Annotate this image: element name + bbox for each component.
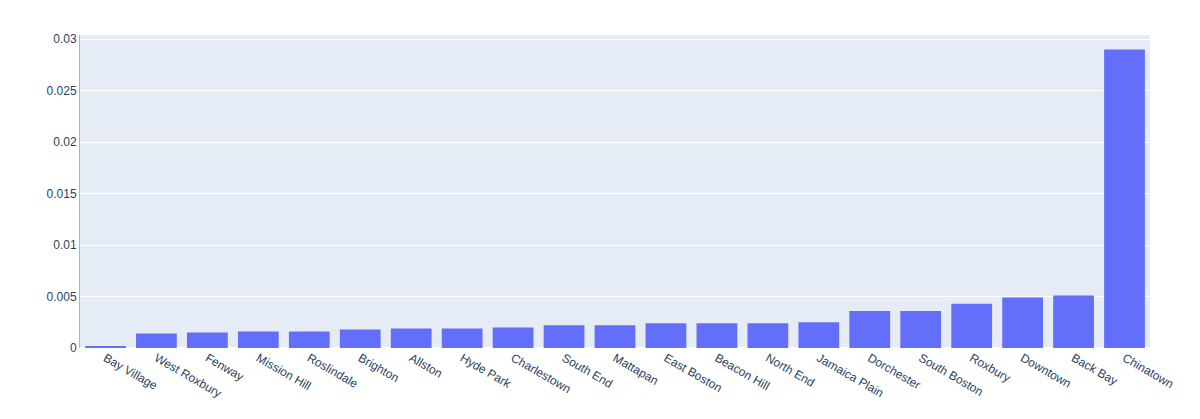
svg-text:0.025: 0.025: [47, 84, 77, 98]
svg-text:Charlestown: Charlestown: [509, 351, 574, 396]
svg-text:South End: South End: [560, 351, 616, 391]
svg-text:Bay Village: Bay Village: [101, 351, 160, 393]
svg-text:Brighton: Brighton: [356, 351, 402, 385]
svg-text:0.005: 0.005: [47, 290, 77, 304]
svg-text:Roxbury: Roxbury: [967, 351, 1013, 385]
svg-text:Downtown: Downtown: [1018, 351, 1074, 391]
svg-text:0: 0: [70, 341, 77, 355]
svg-text:0.015: 0.015: [47, 187, 77, 201]
svg-text:Jamaica Plain: Jamaica Plain: [814, 351, 886, 400]
svg-text:South Boston: South Boston: [916, 351, 985, 399]
svg-text:Mattapan: Mattapan: [611, 351, 661, 388]
svg-text:Mission Hill: Mission Hill: [254, 351, 314, 393]
svg-text:0.03: 0.03: [53, 32, 77, 46]
svg-text:Beacon Hill: Beacon Hill: [712, 351, 772, 393]
svg-text:Dorchester: Dorchester: [865, 351, 923, 392]
svg-text:East Boston: East Boston: [661, 351, 724, 395]
svg-text:Hyde Park: Hyde Park: [458, 351, 514, 392]
svg-text:Roslindale: Roslindale: [305, 351, 361, 391]
svg-text:Chinatown: Chinatown: [1120, 351, 1176, 391]
svg-text:Back Bay: Back Bay: [1069, 351, 1120, 388]
svg-text:North End: North End: [763, 351, 817, 390]
svg-text:0.01: 0.01: [53, 238, 77, 252]
svg-text:Fenway: Fenway: [203, 351, 246, 384]
svg-text:West Roxbury: West Roxbury: [152, 351, 224, 401]
svg-text:0.02: 0.02: [53, 135, 77, 149]
svg-text:Allston: Allston: [407, 351, 445, 381]
